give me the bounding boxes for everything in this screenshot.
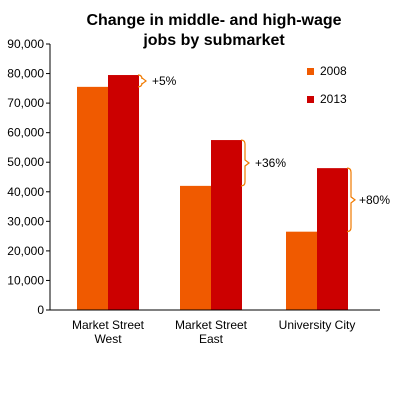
y-tick-label: 20,000	[7, 244, 44, 258]
growth-label: +5%	[152, 74, 177, 88]
growth-label: +36%	[255, 156, 286, 170]
bars	[77, 75, 348, 311]
bar-2013-2	[317, 168, 348, 310]
growth-bracket	[137, 74, 147, 88]
y-axis: 0 10,000 20,000 30,000 40,000 50,000 60,000 70,…	[7, 37, 51, 317]
growth-bracket	[240, 139, 250, 187]
y-tick-label: 60,000	[7, 126, 44, 140]
x-category-label: University City	[279, 318, 356, 332]
x-category-label: West	[94, 332, 122, 346]
x-category-label: Market Street	[72, 318, 145, 332]
x-category-label: Market Street	[175, 318, 248, 332]
legend-swatch-2008	[307, 68, 314, 75]
bar-2008-0	[77, 86, 108, 310]
bar-2008-2	[286, 231, 317, 310]
y-tick-label: 90,000	[7, 37, 44, 51]
y-tick-label: 0	[37, 303, 44, 317]
y-tick-label: 70,000	[7, 96, 44, 110]
y-tick-label: 80,000	[7, 67, 44, 81]
bar-2008-1	[180, 185, 211, 310]
growth-label: +80%	[359, 193, 390, 207]
chart-title-line-2: jobs by submarket	[142, 32, 285, 49]
chart-title-line-1: Change in middle- and high-wage	[86, 12, 341, 29]
y-tick-label: 40,000	[7, 185, 44, 199]
legend: 2008 2013	[307, 64, 347, 106]
growth-annotations: +5% +36% +80%	[137, 74, 390, 233]
x-category-label: East	[199, 332, 224, 346]
bar-2013-0	[108, 75, 139, 311]
bar-2013-1	[211, 140, 242, 310]
growth-bracket	[346, 167, 356, 233]
y-tick-label: 50,000	[7, 155, 44, 169]
legend-label-2008: 2008	[320, 64, 347, 78]
y-tick-label: 10,000	[7, 273, 44, 287]
legend-label-2013: 2013	[320, 92, 347, 106]
legend-swatch-2013	[307, 96, 314, 103]
y-tick-label: 30,000	[7, 214, 44, 228]
